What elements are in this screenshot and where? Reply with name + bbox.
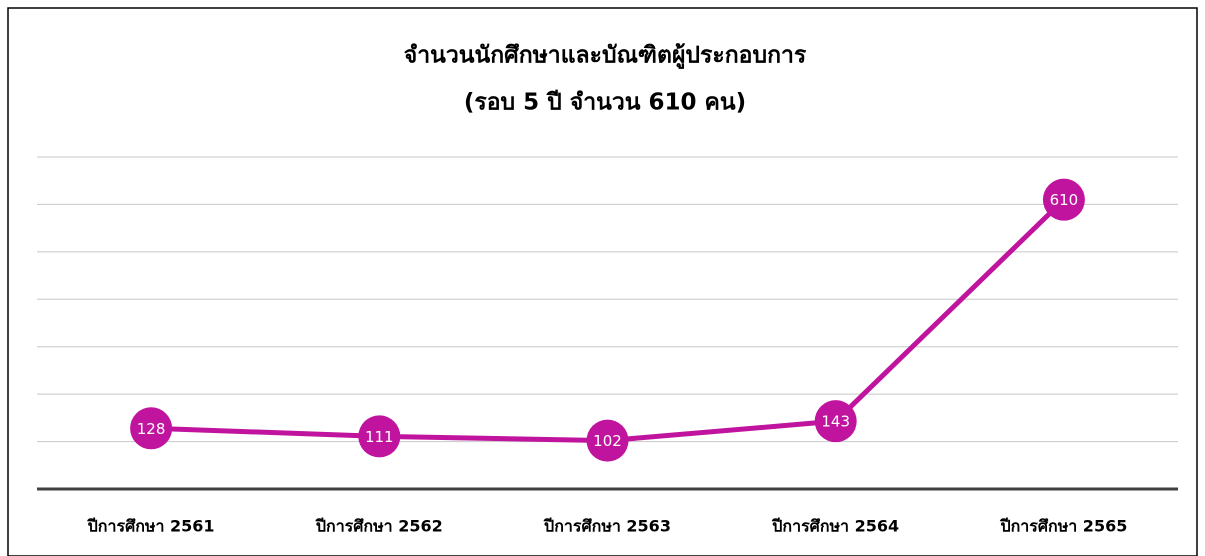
x-tick-label: ปีการศึกษา 2562 — [314, 517, 442, 536]
chart-title: จำนวนนักศึกษาและบัณฑิตผู้ประกอบการ — [404, 43, 807, 70]
data-label: 143 — [821, 413, 850, 431]
chart-frame — [7, 7, 1198, 556]
marker — [1042, 178, 1085, 221]
x-tick-label: ปีการศึกษา 2561 — [86, 517, 214, 536]
x-tick-label: ปีการศึกษา 2564 — [771, 517, 899, 536]
marker — [814, 400, 857, 443]
chart-title: (รอบ 5 ปี จำนวน 610 คน) — [464, 90, 746, 116]
marker — [130, 407, 173, 450]
x-tick-label: ปีการศึกษา 2563 — [543, 517, 671, 536]
data-label: 111 — [365, 428, 394, 446]
data-label: 102 — [593, 432, 622, 450]
x-tick-label: ปีการศึกษา 2565 — [999, 517, 1127, 536]
data-label: 610 — [1050, 191, 1079, 209]
marker — [358, 415, 401, 458]
data-label: 128 — [137, 420, 166, 438]
marker — [586, 419, 629, 462]
